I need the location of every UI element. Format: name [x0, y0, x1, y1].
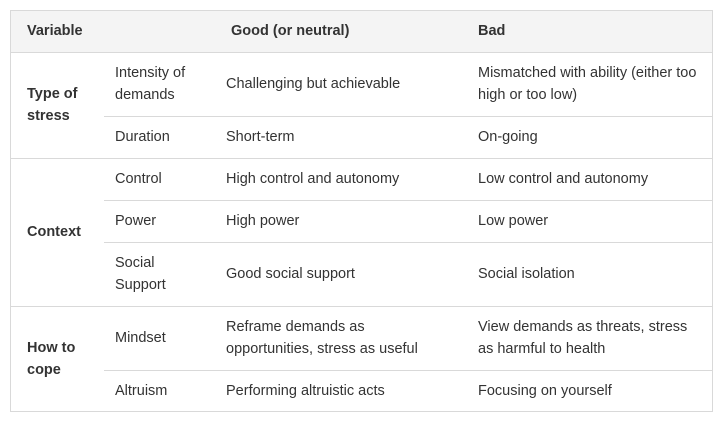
table-row: Duration Short-term On-going	[11, 116, 712, 159]
category-type-of-stress: Type of stress	[11, 52, 104, 159]
category-context: Context	[11, 158, 104, 307]
bad-cell: Mismatched with ability (either too high…	[463, 52, 712, 117]
good-cell: High control and autonomy	[215, 158, 463, 201]
variable-altruism: Altruism	[115, 383, 168, 400]
stress-comparison-table: Variable Good (or neutral) Bad Type of s…	[11, 11, 712, 412]
bad-cell: Low control and autonomy	[463, 158, 712, 201]
good-cell: Challenging but achievable	[215, 52, 463, 117]
variable-social-support: Social Support	[104, 242, 215, 307]
header-variable: Variable	[11, 11, 215, 53]
table-row: Context Control High control and autonom…	[11, 158, 712, 307]
table-row: Altruism Performing altruistic acts Focu…	[11, 370, 712, 412]
variable-duration: Duration	[104, 116, 215, 159]
variable-intensity-of-demands: Intensity of demands	[104, 52, 215, 117]
header-bad: Bad	[463, 11, 712, 53]
good-cell: Short-term	[215, 116, 463, 159]
bad-cell: View demands as threats, stress as harmf…	[463, 306, 712, 371]
good-cell: Performing altruistic acts	[226, 383, 385, 400]
header-good: Good (or neutral)	[215, 11, 463, 53]
bad-cell: Low power	[463, 200, 712, 243]
table-row: How to cope Mindset Reframe demands as o…	[11, 306, 712, 378]
bad-cell: Social isolation	[463, 242, 712, 307]
stress-comparison-table-frame: Variable Good (or neutral) Bad Type of s…	[10, 10, 713, 412]
bad-cell: Focusing on yourself	[478, 383, 612, 400]
table-row: Power High power Low power	[11, 200, 712, 243]
table-row: Social Support Good social support Socia…	[11, 242, 712, 307]
good-cell: Good social support	[215, 242, 463, 307]
variable-power: Power	[104, 200, 215, 243]
good-cell: Reframe demands as opportunities, stress…	[215, 306, 463, 371]
variable-control: Control	[104, 158, 215, 201]
table-row: Type of stress Intensity of demands Chal…	[11, 52, 712, 159]
good-cell: High power	[215, 200, 463, 243]
table-header-row: Variable Good (or neutral) Bad	[11, 11, 712, 53]
bad-cell: On-going	[463, 116, 712, 159]
variable-mindset: Mindset	[104, 306, 215, 371]
category-how-to-cope: How to cope	[27, 340, 76, 379]
